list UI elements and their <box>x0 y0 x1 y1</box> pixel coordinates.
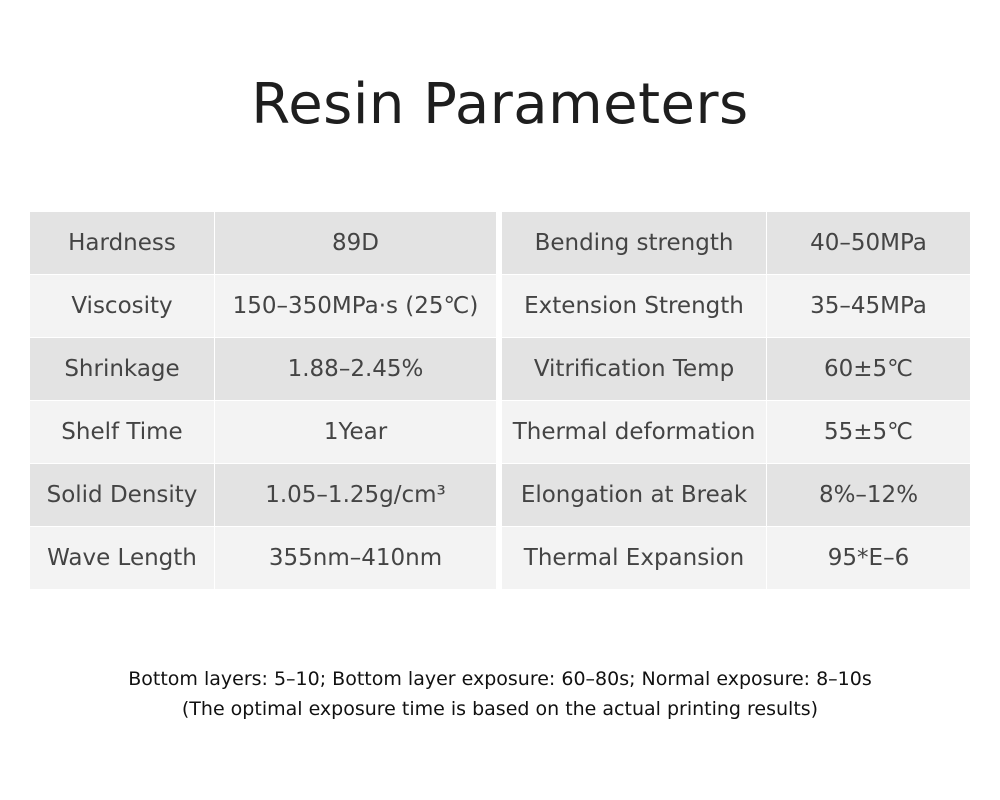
param-name: Vitrification Temp <box>502 338 766 400</box>
param-value: 89D <box>215 212 496 274</box>
param-name: Viscosity <box>30 275 214 337</box>
param-name: Shelf Time <box>30 401 214 463</box>
param-value: 35–45MPa <box>767 275 970 337</box>
param-value: 150–350MPa·s (25℃) <box>215 275 496 337</box>
param-value: 8%–12% <box>767 464 970 526</box>
param-value: 40–50MPa <box>767 212 970 274</box>
param-value: 355nm–410nm <box>215 527 496 589</box>
param-name: Shrinkage <box>30 338 214 400</box>
param-name: Bending strength <box>502 212 766 274</box>
param-value: 1Year <box>215 401 496 463</box>
param-name: Hardness <box>30 212 214 274</box>
param-value: 95*E–6 <box>767 527 970 589</box>
param-name: Thermal deformation <box>502 401 766 463</box>
param-name: Thermal Expansion <box>502 527 766 589</box>
param-name: Elongation at Break <box>502 464 766 526</box>
param-value: 55±5℃ <box>767 401 970 463</box>
param-name: Solid Density <box>30 464 214 526</box>
param-value: 60±5℃ <box>767 338 970 400</box>
footer-line: Bottom layers: 5–10; Bottom layer exposu… <box>128 668 872 690</box>
param-value: 1.05–1.25g/cm³ <box>215 464 496 526</box>
title: Resin Parameters <box>251 72 749 137</box>
param-name: Wave Length <box>30 527 214 589</box>
footer-line: (The optimal exposure time is based on t… <box>181 698 819 720</box>
param-value: 1.88–2.45% <box>215 338 496 400</box>
param-name: Extension Strength <box>502 275 766 337</box>
